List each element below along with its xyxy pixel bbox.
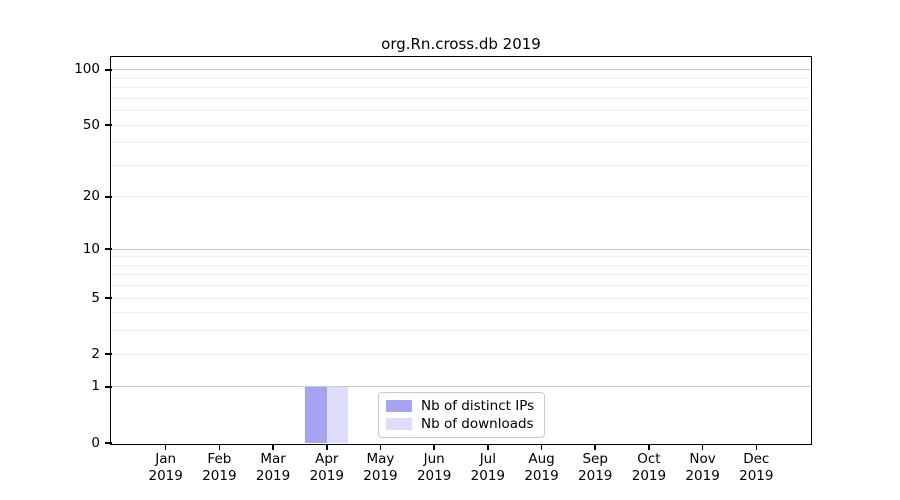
y-gridline-minor <box>112 142 810 144</box>
x-tick <box>379 444 382 450</box>
y-gridline-minor <box>112 97 810 99</box>
legend-swatch-distinct-ips <box>386 400 412 412</box>
x-tick <box>164 444 167 450</box>
y-gridline-major <box>112 248 810 250</box>
y-gridline-minor <box>112 297 810 299</box>
y-gridline-minor <box>112 312 810 314</box>
x-tick-label: Oct 2019 <box>631 451 667 484</box>
y-gridline-minor <box>112 330 810 332</box>
x-tick-label: Jul 2019 <box>470 451 506 484</box>
x-tick-label: Sep 2019 <box>578 451 613 484</box>
y-tick-label: 2 <box>91 345 100 362</box>
x-tick <box>540 444 543 450</box>
y-tick <box>105 353 112 355</box>
y-tick <box>105 248 112 250</box>
legend-label-distinct-ips: Nb of distinct IPs <box>421 398 535 414</box>
bar-downloads-apr <box>326 386 349 443</box>
x-tick <box>272 444 274 450</box>
y-tick-label: 100 <box>74 61 100 78</box>
x-tick <box>648 444 650 450</box>
y-tick-label: 50 <box>82 116 100 133</box>
y-tick-label: 0 <box>91 434 100 451</box>
y-gridline-minor <box>112 87 810 89</box>
chart-title: org.Rn.cross.db 2019 <box>381 35 541 53</box>
legend-swatch-downloads <box>386 418 412 430</box>
y-gridline-minor <box>112 77 810 79</box>
y-gridline-minor <box>112 256 810 258</box>
x-tick-label: Aug 2019 <box>524 451 559 484</box>
y-gridline-minor <box>112 274 810 276</box>
x-tick-label: Mar 2019 <box>255 451 291 484</box>
y-tick <box>105 69 112 71</box>
bar-distinct-ips-apr <box>305 386 327 443</box>
y-tick <box>105 196 112 198</box>
x-tick-label: Apr 2019 <box>309 451 344 484</box>
legend-label-downloads: Nb of downloads <box>421 416 534 432</box>
y-gridline-minor <box>112 110 810 112</box>
legend: Nb of distinct IPs Nb of downloads <box>378 392 545 438</box>
x-tick-label: May 2019 <box>363 451 398 484</box>
y-gridline-minor <box>112 353 810 355</box>
x-tick-label: Jun 2019 <box>416 451 452 484</box>
y-tick <box>105 442 112 444</box>
y-tick-label: 20 <box>82 188 100 205</box>
y-gridline-minor <box>112 196 810 198</box>
x-tick <box>594 444 597 450</box>
y-gridline-minor <box>112 264 810 266</box>
x-tick <box>701 444 704 450</box>
x-tick <box>755 444 758 450</box>
x-tick-label: Dec 2019 <box>739 451 774 484</box>
y-gridline-minor <box>112 285 810 287</box>
x-tick <box>487 444 489 450</box>
y-gridline-minor <box>112 124 810 126</box>
y-gridline-major <box>112 69 810 71</box>
y-tick-label: 10 <box>82 240 100 257</box>
x-tick <box>218 444 221 450</box>
legend-item-downloads: Nb of downloads <box>386 416 536 432</box>
y-tick <box>105 386 112 388</box>
x-tick <box>325 444 328 450</box>
x-tick-label: Feb 2019 <box>202 451 237 484</box>
x-tick-label: Nov 2019 <box>685 451 720 484</box>
y-tick-label: 5 <box>91 289 100 306</box>
y-tick <box>105 124 112 126</box>
y-gridline-major <box>112 386 810 388</box>
y-tick-label: 1 <box>91 378 100 395</box>
y-tick <box>105 297 112 299</box>
x-tick-label: Jan 2019 <box>148 451 183 484</box>
legend-item-distinct-ips: Nb of distinct IPs <box>386 398 536 414</box>
y-gridline-minor <box>112 164 810 166</box>
x-tick <box>433 444 435 450</box>
